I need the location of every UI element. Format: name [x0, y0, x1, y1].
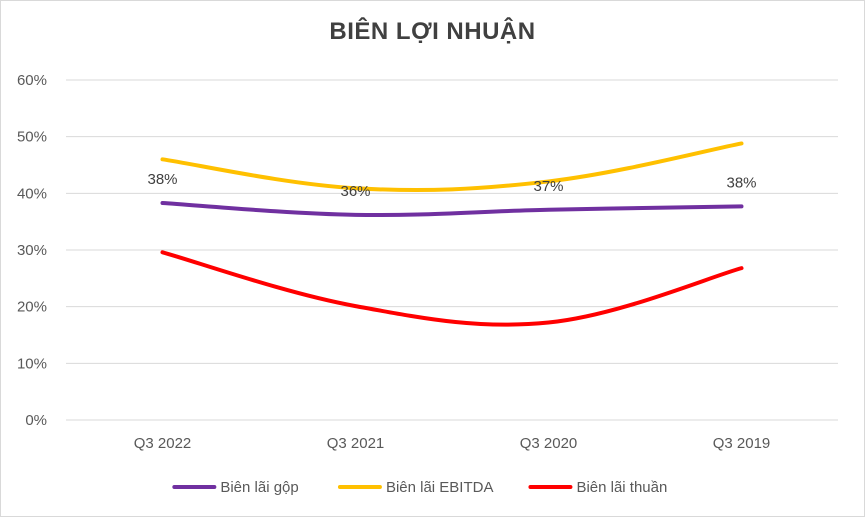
y-tick-label: 40%: [17, 185, 47, 202]
series-line: [160, 250, 744, 327]
y-tick-label: 50%: [17, 129, 47, 146]
data-labels: 38% 36% 37% 38%: [147, 171, 756, 200]
gridlines: [66, 79, 838, 364]
legend-label: Biên lãi EBITDA: [386, 479, 494, 496]
series-line: [160, 141, 744, 193]
legend-label: Biên lãi gộp: [220, 479, 298, 496]
data-label: 38%: [147, 171, 177, 188]
series-lines: [160, 141, 744, 327]
data-label: 37%: [533, 178, 563, 195]
data-label: 38%: [726, 174, 756, 191]
data-label: 36%: [340, 183, 370, 200]
x-tick-label: Q3 2022: [134, 435, 192, 452]
x-tick-label: Q3 2020: [520, 435, 578, 452]
y-tick-label: 60%: [17, 72, 47, 89]
y-tick-label: 30%: [17, 242, 47, 259]
series-line: [160, 200, 744, 218]
x-tick-label: Q3 2019: [713, 435, 771, 452]
x-axis: Q3 2022 Q3 2021 Q3 2020 Q3 2019: [66, 419, 838, 452]
y-tick-label: 10%: [17, 355, 47, 372]
y-axis: 0% 10% 20% 30% 40% 50% 60%: [17, 72, 47, 429]
chart-title: BIÊN LỢI NHUẬN: [329, 18, 536, 45]
y-tick-label: 20%: [17, 299, 47, 316]
legend: Biên lãi gộp Biên lãi EBITDA Biên lãi thuầ…: [172, 479, 667, 496]
y-tick-label: 0%: [25, 412, 47, 429]
legend-label: Biên lãi thuần: [576, 479, 667, 496]
x-tick-label: Q3 2021: [327, 435, 385, 452]
